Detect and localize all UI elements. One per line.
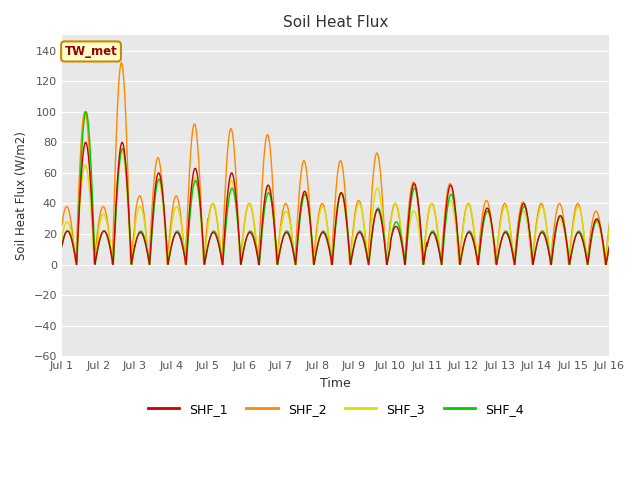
SHF_1 [146,262,154,267]
Y-axis label: Soil Heat Flux (W/m2): Soil Heat Flux (W/m2) [15,132,28,260]
SHF_3 [242,212,250,217]
SHF_3 [124,210,132,216]
SHF_1 [58,242,66,248]
SHF_1 [438,260,445,266]
SHF_4 [58,244,66,250]
SHF_2 [601,261,609,267]
Title: Soil Heat Flux: Soil Heat Flux [283,15,388,30]
SHF_1 [82,140,90,145]
Line: SHF_3: SHF_3 [62,150,609,264]
SHF_4 [605,244,613,250]
Line: SHF_1: SHF_1 [62,143,609,264]
SHF_4 [219,262,227,267]
SHF_2 [605,220,613,226]
SHF_2 [124,179,132,184]
SHF_3 [72,262,80,267]
SHF_2 [58,222,66,228]
Text: TW_met: TW_met [65,45,117,58]
SHF_2 [116,66,124,72]
SHF_1 [242,237,250,242]
SHF_2 [481,199,489,204]
Legend: SHF_1, SHF_2, SHF_3, SHF_4: SHF_1, SHF_2, SHF_3, SHF_4 [143,398,529,420]
X-axis label: Time: Time [321,377,351,390]
SHF_4 [438,260,445,266]
SHF_1 [124,198,132,204]
Line: SHF_4: SHF_4 [62,112,609,264]
SHF_2 [242,211,250,216]
SHF_4 [323,233,330,239]
SHF_3 [323,216,330,221]
SHF_3 [605,225,613,230]
SHF_1 [323,235,330,241]
SHF_4 [116,156,124,161]
SHF_1 [481,208,489,214]
SHF_3 [116,152,124,157]
SHF_3 [438,257,445,263]
SHF_1 [116,147,124,153]
SHF_2 [323,215,330,220]
SHF_4 [82,109,90,115]
SHF_2 [118,60,125,66]
SHF_4 [124,195,132,201]
SHF_3 [118,147,125,153]
Line: SHF_2: SHF_2 [62,63,609,264]
SHF_4 [242,237,250,243]
SHF_2 [438,252,445,258]
SHF_4 [481,212,489,217]
SHF_3 [58,234,66,240]
SHF_3 [481,210,489,216]
SHF_1 [605,243,613,249]
